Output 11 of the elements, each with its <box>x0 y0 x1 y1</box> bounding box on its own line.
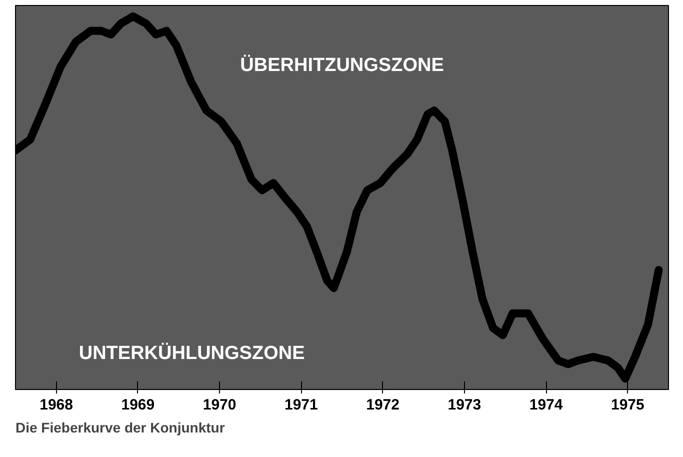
text: Die Fieberkurve der Konjunktur <box>16 420 226 436</box>
x-tick-label: 1971 <box>284 396 318 414</box>
annotation: ÜBERHITZUNGSZONE <box>240 54 444 76</box>
x-tick-label: 1974 <box>529 396 564 414</box>
x-tick-label: 1969 <box>121 396 155 414</box>
x-tick-label: 1972 <box>366 396 400 414</box>
x-tick-label: 1975 <box>611 396 644 414</box>
x-tick-label: 1970 <box>202 396 236 414</box>
annotation: UNTERKÜHLUNGSZONE <box>78 342 305 364</box>
x-tick-label: 1968 <box>40 396 74 414</box>
x-tick-label: 1973 <box>448 396 482 414</box>
